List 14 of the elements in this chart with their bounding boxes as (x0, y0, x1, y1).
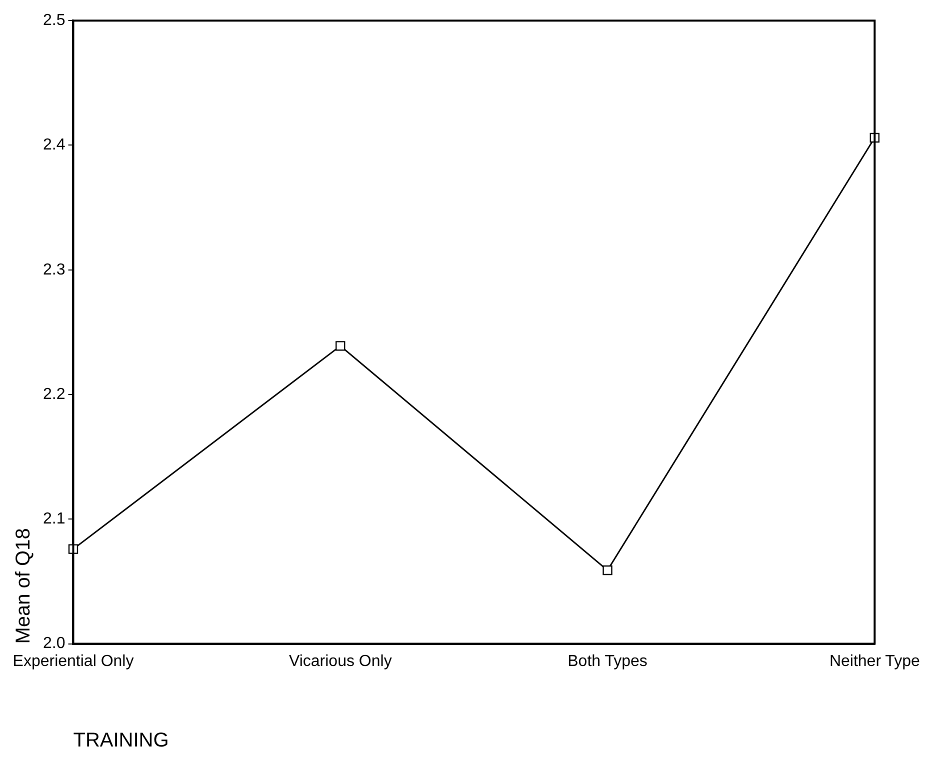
x-tick-label: Experiential Only (12, 652, 134, 670)
x-axis-title: TRAINING (73, 730, 169, 752)
x-tick-label: Both Types (568, 652, 648, 670)
y-tick-label: 2.5 (42, 12, 66, 30)
y-tick-label: 2.2 (42, 386, 66, 403)
point (336, 341, 346, 351)
x-tick-label: Neither Type (829, 652, 920, 670)
x-tick-label: Vicarious Only (288, 652, 392, 670)
y-tick-label: 2.0 (42, 635, 66, 652)
point (602, 565, 612, 576)
y-axis-title: Mean of Q18 (12, 528, 35, 644)
y-tick-label: 2.4 (42, 136, 66, 154)
y-tick-label: 2.1 (42, 510, 66, 528)
y-tick-label: 2.3 (42, 261, 66, 278)
